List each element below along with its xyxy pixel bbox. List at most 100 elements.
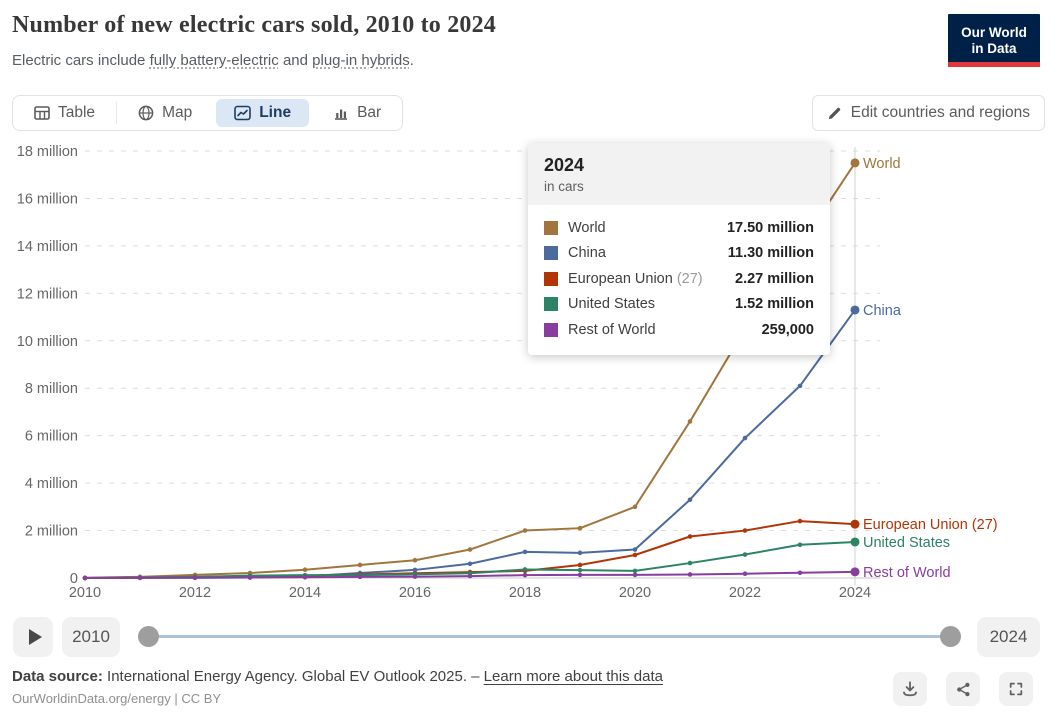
license-line: OurWorldinData.org/energy | CC BY — [12, 691, 222, 706]
subtitle-link-battery-electric[interactable]: fully battery-electric — [149, 52, 279, 69]
x-tick-label: 2016 — [399, 585, 431, 601]
owid-logo[interactable]: Our World in Data — [948, 14, 1040, 67]
series-end-label[interactable]: European Union (27) — [863, 517, 998, 533]
data-point — [687, 560, 693, 566]
series-end-label[interactable]: United States — [863, 535, 950, 551]
x-tick-label: 2010 — [69, 585, 101, 601]
series-name-suffix: (27) — [672, 270, 703, 287]
series-swatch — [544, 297, 558, 312]
edit-countries-button[interactable]: Edit countries and regions — [811, 95, 1045, 131]
data-point — [850, 537, 860, 547]
pencil-icon — [828, 107, 841, 119]
subtitle-text: . — [409, 52, 414, 69]
series-value: 17.50 million — [726, 219, 814, 236]
data-point — [742, 528, 748, 533]
y-tick-label: 10 million — [17, 334, 78, 350]
series-end-label[interactable]: Rest of World — [863, 565, 951, 581]
data-point — [632, 552, 638, 558]
data-point — [687, 419, 693, 424]
data-point — [522, 549, 528, 555]
series-swatch — [544, 322, 558, 337]
data-source-label: Data source: — [12, 668, 103, 685]
logo-line2: in Data — [971, 40, 1017, 56]
share-button[interactable] — [946, 672, 980, 706]
subtitle-link-plugin-hybrids[interactable]: plug-in hybrids — [312, 52, 410, 69]
tab-label: Line — [259, 104, 292, 121]
y-tick-label: 0 — [70, 571, 78, 587]
timeline-handle-start[interactable] — [138, 626, 159, 647]
timeline-start-year[interactable]: 2010 — [62, 617, 120, 657]
chart-subtitle: Electric cars include fully battery-elec… — [12, 52, 414, 69]
x-tick-label: 2022 — [729, 585, 761, 601]
subtitle-text: Electric cars include — [12, 52, 150, 69]
x-tick-label: 2012 — [179, 585, 211, 601]
y-tick-label: 14 million — [17, 239, 78, 255]
y-tick-label: 6 million — [25, 429, 78, 445]
data-point — [522, 567, 528, 572]
data-point — [850, 567, 860, 577]
data-point — [687, 497, 693, 503]
tooltip-row-world: World 17.50 million — [544, 215, 814, 241]
data-point — [467, 573, 473, 579]
y-tick-label: 4 million — [25, 476, 78, 492]
series-swatch — [544, 220, 558, 235]
series-end-label[interactable]: World — [863, 156, 901, 172]
learn-more-link[interactable]: Learn more about this data — [483, 668, 663, 685]
data-point — [302, 574, 308, 580]
data-point — [412, 574, 418, 579]
series-end-label[interactable]: China — [863, 303, 902, 319]
data-point — [632, 572, 638, 578]
tab-map[interactable]: Map — [117, 96, 213, 130]
data-point — [412, 557, 418, 563]
play-button[interactable] — [13, 617, 53, 657]
edit-countries-label: Edit countries and regions — [850, 104, 1030, 121]
x-tick-label: 2014 — [289, 585, 321, 601]
data-point — [357, 574, 363, 580]
timeline-end-year[interactable]: 2024 — [977, 617, 1040, 657]
tooltip-row-eu: European Union (27) 2.27 million — [544, 266, 814, 292]
y-tick-label: 16 million — [17, 191, 78, 207]
data-point — [357, 562, 363, 568]
tab-bar[interactable]: Bar — [312, 96, 402, 130]
tab-table[interactable]: Table — [13, 96, 116, 130]
series-name: China — [568, 245, 606, 262]
data-point — [137, 575, 143, 581]
view-tab-bar: Table Map Line Bar — [12, 95, 404, 131]
tooltip-header: 2024 in cars — [528, 143, 830, 205]
data-point — [797, 383, 803, 389]
tab-line[interactable]: Line — [216, 99, 310, 127]
series-value: 2.27 million — [735, 270, 814, 287]
tooltip-body: World 17.50 million China 11.30 million … — [528, 205, 830, 355]
data-point — [577, 550, 583, 556]
y-tick-label: 12 million — [17, 286, 78, 302]
download-button[interactable] — [893, 672, 927, 706]
table-icon — [34, 106, 50, 120]
x-tick-label: 2024 — [839, 585, 871, 601]
tooltip-row-row: Rest of World 259,000 — [544, 317, 814, 343]
tab-label: Table — [58, 104, 96, 121]
line-chart-icon — [234, 105, 252, 121]
fullscreen-icon — [1009, 682, 1023, 696]
globe-icon — [138, 105, 154, 121]
data-point — [577, 572, 583, 578]
data-point — [850, 305, 860, 315]
series-name: World — [568, 219, 606, 236]
data-point — [577, 525, 583, 531]
y-tick-label: 8 million — [25, 381, 78, 397]
tooltip-unit: in cars — [544, 179, 584, 194]
data-point — [412, 567, 418, 573]
data-point — [522, 572, 528, 578]
data-source-line: Data source: International Energy Agency… — [12, 668, 663, 685]
data-point — [577, 567, 583, 573]
series-value: 11.30 million — [727, 245, 814, 262]
share-icon — [956, 682, 970, 696]
fullscreen-button[interactable] — [999, 672, 1033, 706]
data-source-text: International Energy Agency. Global EV O… — [102, 668, 484, 685]
timeline-handle-end[interactable] — [940, 626, 961, 647]
series-name: Rest of World — [568, 321, 656, 338]
tooltip-row-china: China 11.30 million — [544, 241, 814, 267]
data-point — [192, 575, 198, 581]
timeline-track[interactable] — [148, 635, 950, 638]
